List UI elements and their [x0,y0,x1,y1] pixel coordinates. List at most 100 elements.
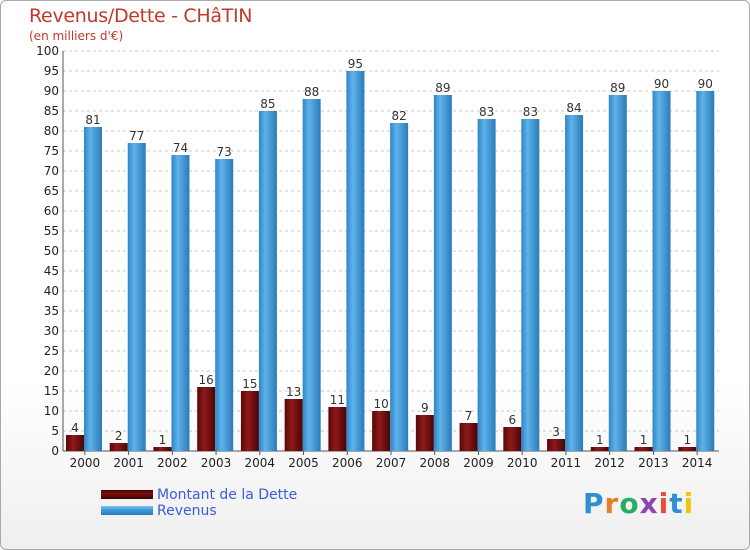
bar-debt [415,415,434,451]
y-tick-label: 90 [44,84,59,98]
chart-subtitle: (en milliers d'€) [29,29,124,43]
y-tick-label: 25 [44,344,59,358]
x-tick-label: 2006 [332,456,363,470]
y-tick-label: 40 [44,284,59,298]
x-tick-label: 2012 [594,456,625,470]
x-tick-label: 2004 [245,456,276,470]
x-tick-label: 2010 [507,456,538,470]
logo-letter: i [683,487,695,520]
y-tick-label: 65 [44,184,59,198]
x-tick-label: 2001 [113,456,144,470]
bar-revenue [127,143,146,451]
y-tick-label: 20 [44,364,59,378]
data-label-debt: 10 [373,397,388,411]
x-tick-label: 2011 [551,456,582,470]
x-tick-label: 2005 [288,456,319,470]
bar-revenue [346,71,365,451]
data-label-debt: 2 [115,429,123,443]
logo-letter: P [583,487,605,520]
bar-revenue [215,159,234,451]
y-tick-label: 45 [44,264,59,278]
bar-debt [547,439,566,451]
data-label-revenue: 74 [173,141,188,155]
data-label-revenue: 83 [479,105,494,119]
proxiti-logo: Proxiti [583,487,694,520]
data-label-debt: 7 [465,409,473,423]
x-tick-label: 2002 [157,456,188,470]
bar-debt [634,447,653,451]
legend-label-revenue: Revenus [157,503,217,519]
bar-debt [284,399,303,451]
x-tick-label: 2014 [682,456,713,470]
data-label-debt: 6 [509,413,517,427]
y-tick-label: 55 [44,224,59,238]
data-label-revenue: 73 [217,145,232,159]
data-label-revenue: 89 [435,81,450,95]
x-tick-label: 2008 [419,456,450,470]
bar-revenue [433,95,452,451]
y-tick-label: 95 [44,64,59,78]
bar-debt [372,411,391,451]
bar-revenue [477,119,496,451]
y-tick-label: 35 [44,304,59,318]
bar-debt [240,391,259,451]
y-tick-label: 10 [44,404,59,418]
y-tick-label: 70 [44,164,59,178]
bar-debt [153,447,172,451]
data-label-debt: 1 [640,433,648,447]
x-tick-label: 2000 [70,456,101,470]
data-label-revenue: 90 [698,77,713,91]
bar-debt [66,435,84,451]
data-label-revenue: 95 [348,57,363,71]
data-label-debt: 16 [199,373,214,387]
bar-revenue [302,99,321,451]
bar-debt [459,423,478,451]
y-tick-label: 75 [44,144,59,158]
y-tick-label: 0 [51,444,59,458]
bar-debt [678,447,697,451]
data-label-revenue: 81 [85,113,100,127]
data-label-revenue: 82 [391,109,406,123]
bar-debt [197,387,216,451]
data-label-debt: 1 [596,433,604,447]
bar-revenue [84,127,102,451]
y-tick-label: 60 [44,204,59,218]
data-label-debt: 4 [71,421,79,435]
logo-letter: o [619,487,640,520]
bar-revenue [258,111,277,451]
logo-letter: t [669,487,684,520]
data-label-debt: 1 [683,433,691,447]
data-label-debt: 15 [242,377,257,391]
data-label-debt: 3 [552,425,560,439]
data-label-debt: 9 [421,401,429,415]
data-label-revenue: 90 [654,77,669,91]
bar-revenue [390,123,409,451]
bar-revenue [608,95,627,451]
data-label-revenue: 88 [304,85,319,99]
data-label-revenue: 84 [566,101,581,115]
bar-revenue [565,115,584,451]
bar-revenue [696,91,715,451]
x-tick-label: 2007 [376,456,407,470]
legend-label-debt: Montant de la Dette [157,487,298,503]
y-tick-label: 50 [44,244,59,258]
logo-letter: i [658,487,670,520]
bar-revenue [521,119,540,451]
y-tick-label: 85 [44,104,59,118]
x-tick-label: 2009 [463,456,494,470]
data-label-revenue: 83 [523,105,538,119]
logo-letter: r [604,487,620,520]
data-label-revenue: 85 [260,97,275,111]
bar-debt [503,427,522,451]
legend-swatch-revenue [101,506,153,515]
y-tick-label: 5 [51,424,59,438]
y-tick-label: 100 [36,44,59,58]
data-label-debt: 1 [159,433,167,447]
legend-swatch-debt [101,490,153,499]
logo-letter: x [639,487,659,520]
bar-revenue [652,91,671,451]
y-tick-label: 30 [44,324,59,338]
y-tick-label: 15 [44,384,59,398]
